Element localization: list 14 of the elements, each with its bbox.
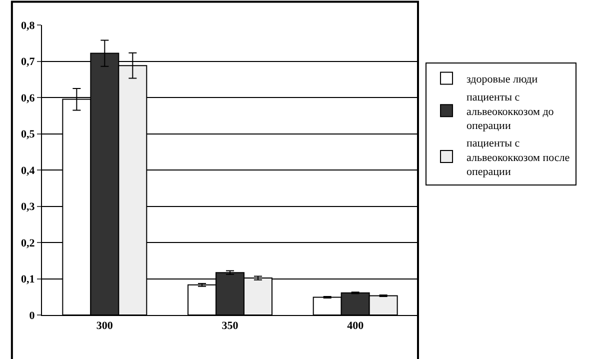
y-tick-label: 0,4 bbox=[21, 164, 36, 177]
y-tick-label: 0,1 bbox=[21, 274, 35, 286]
y-tick-label: 0,5 bbox=[21, 128, 36, 141]
y-tick-label: 0,8 bbox=[21, 20, 36, 32]
x-tick-label: 300 bbox=[96, 320, 114, 332]
y-tick-label: 0,6 bbox=[21, 92, 36, 104]
x-tick-label: 350 bbox=[222, 320, 239, 332]
y-tick-label: 0,3 bbox=[21, 201, 36, 214]
legend-label: пациенты с альвеококкозом после операции bbox=[466, 138, 570, 178]
y-tick-label: 0,2 bbox=[21, 237, 36, 250]
y-tick-label: 0,7 bbox=[21, 56, 36, 68]
x-tick-label: 400 bbox=[347, 320, 364, 332]
y-tick-label: 0 bbox=[29, 310, 36, 322]
legend-label: здоровые люди bbox=[466, 73, 538, 86]
